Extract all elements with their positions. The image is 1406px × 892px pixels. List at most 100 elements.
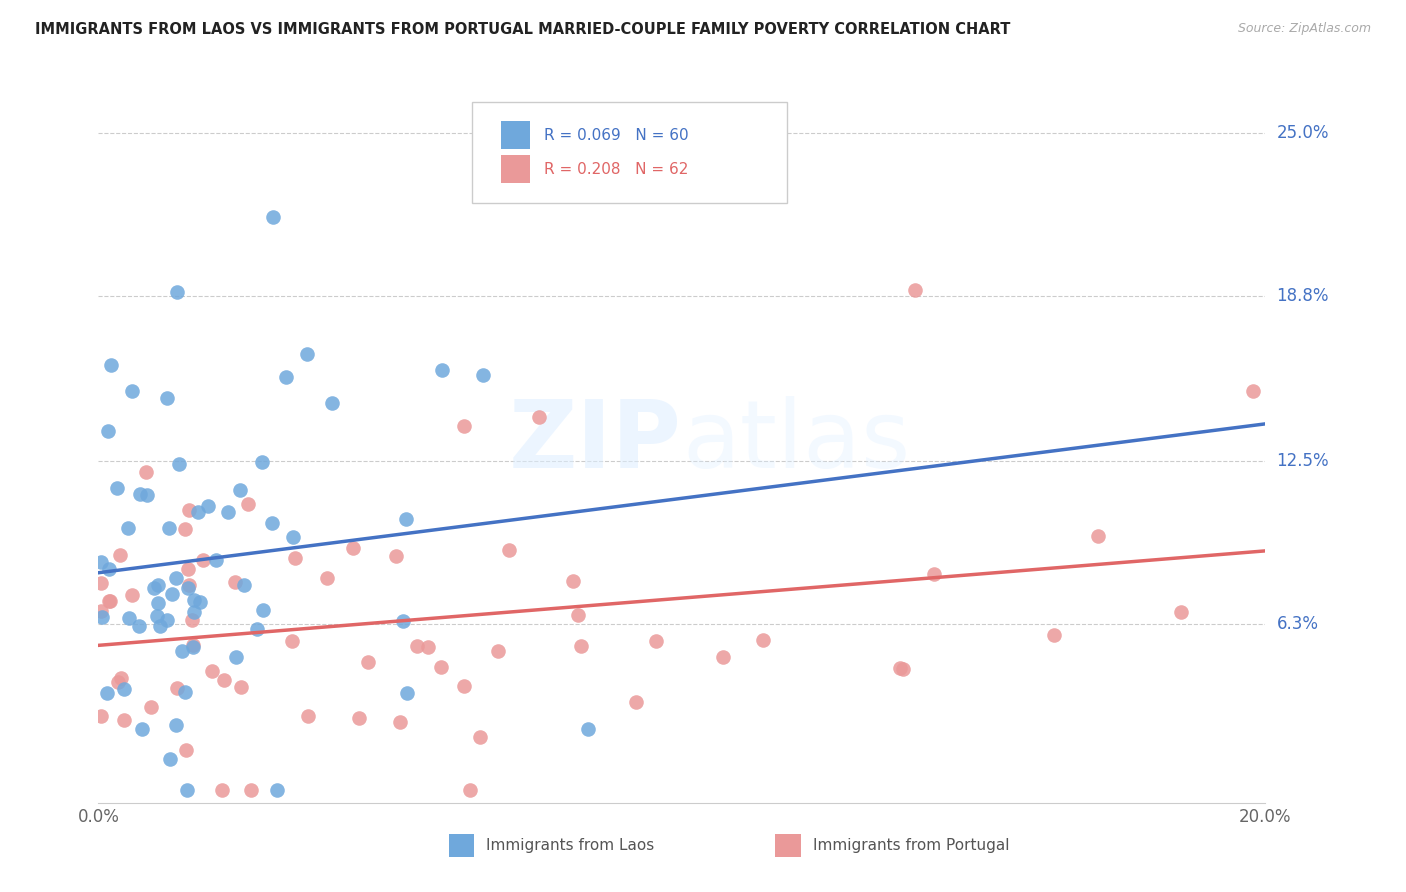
- Point: [246, 622, 269, 636]
- Point: [112, 681, 135, 696]
- Point: [112, 713, 135, 727]
- Point: [751, 632, 773, 647]
- Point: [224, 574, 246, 589]
- Point: [166, 285, 188, 300]
- Point: [406, 639, 429, 653]
- Point: [90, 610, 112, 624]
- Point: [108, 548, 131, 562]
- Point: [385, 549, 408, 564]
- Point: [121, 384, 143, 398]
- Point: [225, 650, 247, 665]
- Point: [527, 409, 550, 424]
- Point: [90, 555, 112, 569]
- Point: [107, 675, 129, 690]
- Point: [131, 723, 153, 737]
- Point: [1241, 384, 1264, 398]
- Point: [458, 782, 481, 797]
- Point: [205, 553, 228, 567]
- Point: [97, 594, 120, 608]
- Point: [391, 614, 413, 628]
- Point: [453, 418, 475, 433]
- Point: [626, 695, 648, 709]
- Point: [197, 499, 219, 513]
- Point: [430, 363, 453, 377]
- Point: [416, 640, 439, 655]
- Point: [891, 662, 914, 676]
- Point: [177, 562, 200, 576]
- Point: [388, 715, 411, 730]
- Point: [250, 455, 273, 469]
- Text: 25.0%: 25.0%: [1277, 124, 1329, 142]
- Point: [177, 503, 200, 517]
- Point: [176, 581, 198, 595]
- Point: [166, 681, 188, 695]
- FancyBboxPatch shape: [449, 834, 474, 857]
- Text: atlas: atlas: [682, 395, 910, 488]
- Point: [281, 634, 304, 648]
- Point: [395, 686, 418, 700]
- Point: [169, 457, 191, 471]
- Point: [342, 541, 364, 556]
- Point: [576, 723, 599, 737]
- Point: [567, 608, 589, 623]
- Point: [96, 686, 118, 700]
- Point: [100, 358, 122, 372]
- Point: [349, 711, 371, 725]
- Point: [453, 679, 475, 693]
- Point: [117, 521, 139, 535]
- Point: [97, 424, 120, 438]
- Point: [146, 608, 169, 623]
- Point: [922, 566, 945, 581]
- Point: [149, 619, 172, 633]
- Point: [260, 516, 283, 530]
- Text: 6.3%: 6.3%: [1277, 615, 1319, 633]
- Point: [165, 718, 187, 732]
- Point: [105, 481, 128, 495]
- Point: [240, 782, 263, 797]
- Point: [276, 369, 298, 384]
- Point: [135, 487, 157, 501]
- Point: [233, 577, 256, 591]
- Point: [141, 699, 163, 714]
- Point: [174, 685, 197, 699]
- Point: [468, 730, 491, 744]
- FancyBboxPatch shape: [501, 155, 530, 183]
- Point: [430, 659, 453, 673]
- Point: [281, 530, 304, 544]
- Point: [486, 644, 509, 658]
- Point: [183, 592, 205, 607]
- FancyBboxPatch shape: [501, 121, 530, 149]
- Text: R = 0.208   N = 62: R = 0.208 N = 62: [544, 161, 689, 177]
- Point: [183, 639, 205, 653]
- Point: [146, 578, 169, 592]
- Point: [889, 661, 911, 675]
- Point: [110, 671, 132, 685]
- Point: [229, 680, 252, 694]
- Point: [118, 610, 141, 624]
- Point: [236, 498, 259, 512]
- Point: [181, 613, 204, 627]
- Point: [90, 604, 112, 618]
- Point: [191, 552, 214, 566]
- Point: [645, 634, 668, 648]
- Point: [97, 561, 120, 575]
- Point: [174, 743, 197, 757]
- Point: [165, 571, 187, 585]
- Point: [170, 643, 193, 657]
- Point: [183, 605, 205, 619]
- Point: [297, 347, 319, 361]
- Point: [156, 614, 179, 628]
- Point: [159, 752, 181, 766]
- Point: [472, 368, 495, 382]
- Point: [321, 396, 343, 410]
- Point: [183, 640, 205, 655]
- Point: [187, 505, 209, 519]
- Point: [1087, 529, 1109, 543]
- Text: Immigrants from Portugal: Immigrants from Portugal: [813, 838, 1010, 853]
- Point: [315, 571, 337, 585]
- Point: [90, 576, 112, 591]
- Point: [214, 673, 236, 687]
- Text: IMMIGRANTS FROM LAOS VS IMMIGRANTS FROM PORTUGAL MARRIED-COUPLE FAMILY POVERTY C: IMMIGRANTS FROM LAOS VS IMMIGRANTS FROM …: [35, 22, 1011, 37]
- Point: [217, 505, 239, 519]
- Text: 18.8%: 18.8%: [1277, 286, 1329, 305]
